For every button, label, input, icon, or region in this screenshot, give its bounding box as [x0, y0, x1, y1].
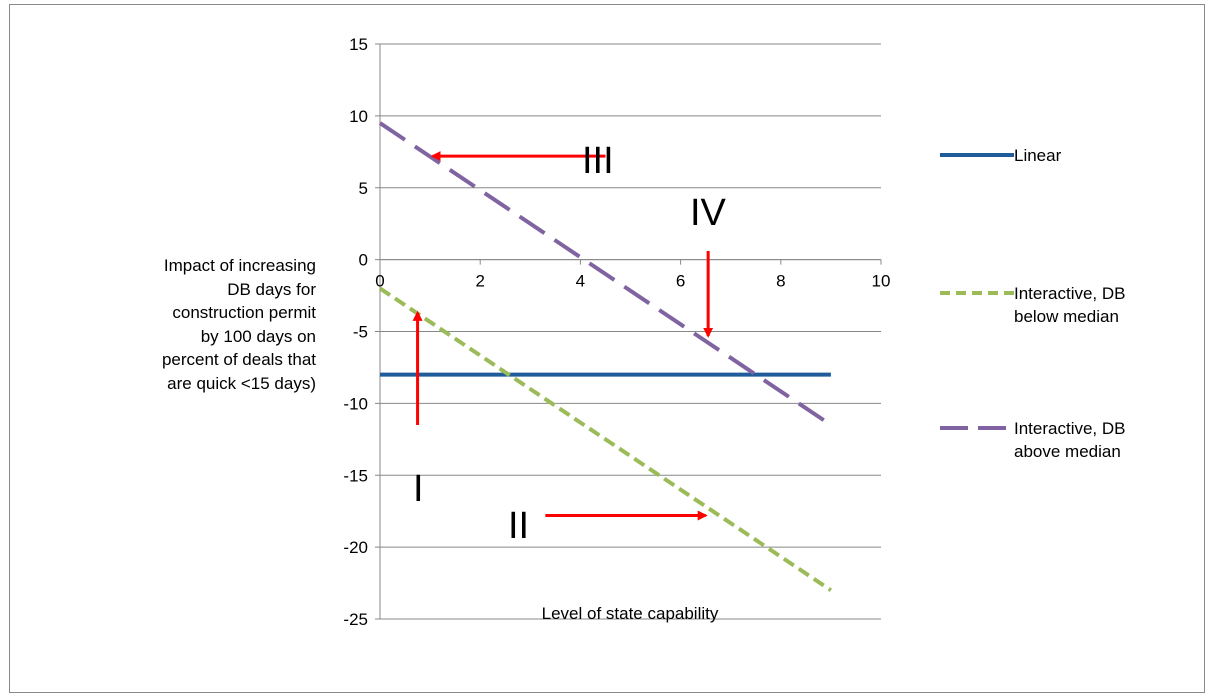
x-tick-label: 8 — [776, 272, 785, 291]
x-tick-label: 4 — [576, 272, 585, 291]
legend-swatch — [940, 291, 1014, 295]
y-axis-label-line: Impact of increasing — [163, 256, 316, 275]
legend-label-line: Interactive, DB — [1014, 284, 1126, 303]
x-tick-label: 10 — [872, 272, 891, 291]
series-line-3 — [378, 121, 833, 427]
y-axis-label-line: DB days for — [227, 279, 316, 299]
y-tick-label: 5 — [359, 179, 368, 198]
y-axis-label: Impact of increasing DB days for construct… — [60, 254, 316, 395]
y-axis-label-line: are quick <15 days) — [167, 373, 316, 393]
x-tick-label: 2 — [475, 272, 484, 291]
legend-swatch — [940, 426, 1014, 430]
y-tick-label: 15 — [349, 35, 368, 54]
y-axis-label-line: by 100 days on — [200, 326, 316, 346]
legend-item-1: Linear — [940, 144, 1200, 167]
y-axis-label-line: construction permit — [172, 303, 316, 322]
annotation-label-4: IV — [690, 192, 726, 234]
legend-label-line: Linear — [1014, 146, 1062, 165]
x-tick-label: 6 — [676, 272, 685, 291]
y-tick-label: -25 — [343, 610, 368, 629]
x-tick-label: 0 — [375, 272, 384, 291]
legend-label-line: below median — [1014, 307, 1119, 326]
annotation-label-1: I — [413, 468, 424, 510]
series-line-2 — [378, 286, 833, 592]
y-tick-label: -5 — [353, 323, 368, 342]
legend-label: Linear — [1014, 144, 1061, 167]
annotation-label-3: III — [582, 140, 614, 182]
legend-item-2: Interactive, DB below median — [940, 282, 1200, 328]
y-tick-label: -20 — [343, 538, 368, 557]
legend-label: Interactive, DB below median — [1014, 282, 1126, 328]
y-tick-label: 10 — [349, 107, 368, 126]
legend-swatch — [940, 153, 1014, 157]
legend-label-line: above median — [1014, 442, 1121, 461]
annotation-label-2: II — [508, 505, 530, 547]
legend-item-3: Interactive, DB above median — [940, 417, 1200, 463]
y-tick-label: -10 — [343, 394, 368, 413]
y-tick-label: 0 — [359, 251, 368, 270]
legend-label-line: Interactive, DB — [1014, 419, 1126, 438]
chart-frame — [9, 4, 1205, 693]
x-axis-label: Level of state capability — [541, 604, 719, 623]
legend-label: Interactive, DB above median — [1014, 417, 1126, 463]
y-tick-label: -15 — [343, 466, 368, 485]
y-axis-label-line: percent of deals that — [161, 350, 316, 369]
